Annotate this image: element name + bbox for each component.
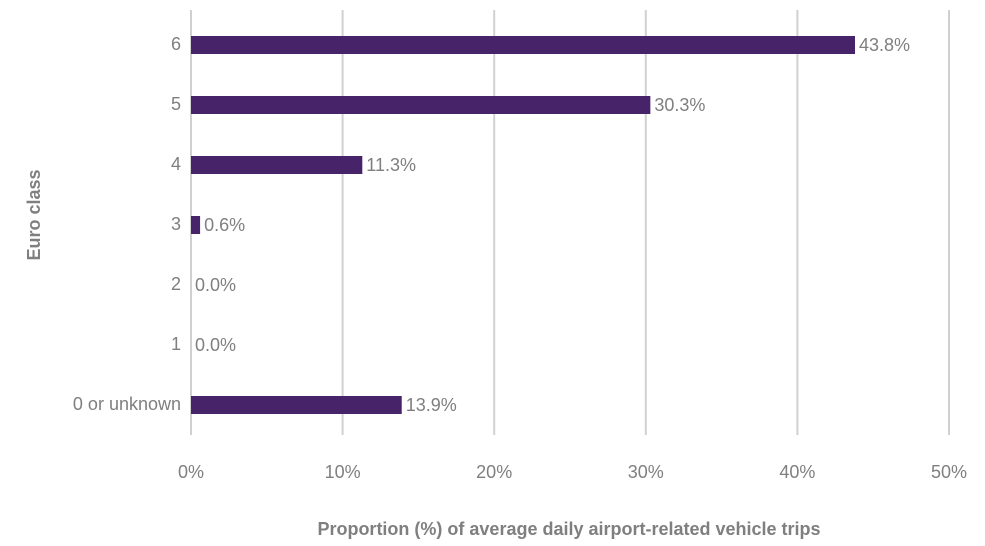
x-tick-label: 50% (931, 462, 967, 482)
data-label: 43.8% (859, 35, 910, 55)
y-tick-label: 4 (171, 154, 181, 174)
data-label: 13.9% (406, 395, 457, 415)
bar (191, 216, 201, 234)
data-label: 0.6% (204, 215, 245, 235)
x-tick-label: 20% (476, 462, 512, 482)
y-axis-title: Euro class (24, 169, 44, 260)
data-label: 0.0% (195, 275, 236, 295)
data-label: 11.3% (366, 155, 416, 175)
y-tick-label: 2 (171, 274, 181, 294)
y-tick-label: 6 (171, 34, 181, 54)
bar (191, 96, 651, 114)
bar (191, 156, 363, 174)
y-tick-label: 5 (171, 94, 181, 114)
bar (191, 36, 856, 54)
y-tick-label: 3 (171, 214, 181, 234)
x-axis-title: Proportion (%) of average daily airport-… (317, 519, 820, 539)
y-tick-label: 1 (171, 334, 181, 354)
data-label: 30.3% (654, 95, 705, 115)
x-tick-label: 40% (779, 462, 815, 482)
x-tick-label: 0% (178, 462, 204, 482)
bar (191, 396, 402, 414)
x-tick-label: 30% (628, 462, 664, 482)
data-label: 0.0% (195, 335, 236, 355)
x-tick-label: 10% (325, 462, 361, 482)
y-tick-label: 0 or unknown (73, 394, 181, 414)
